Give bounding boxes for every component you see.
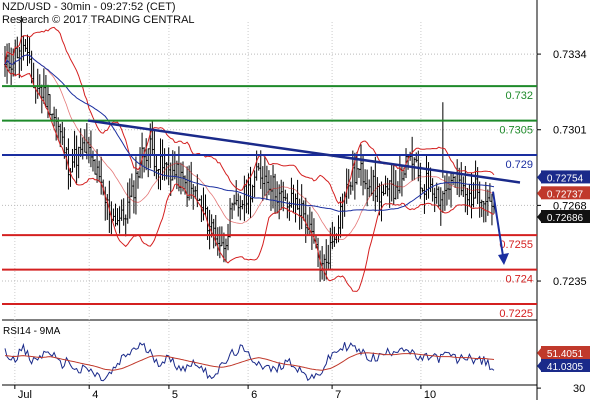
forecast-arrow-head	[498, 252, 509, 265]
level-label: 0.7305	[499, 125, 533, 137]
x-tick-label: 7	[335, 389, 341, 400]
moving-average-20	[4, 54, 495, 241]
x-tick-label: 4	[92, 389, 98, 400]
rsi-title: RSI14 - 9MA	[3, 326, 61, 337]
price-tag-pointer	[537, 171, 542, 184]
level-label: 0.732	[505, 90, 533, 102]
price-tag-label: 0.72686	[547, 213, 584, 224]
price-tag-label: 0.72754	[547, 173, 584, 184]
price-tag-label: 0.72737	[547, 189, 584, 200]
bollinger-upper	[4, 26, 495, 205]
rsi-value-tag-box	[541, 359, 590, 372]
x-tick-label: Jul	[18, 389, 32, 400]
level-label: 0.724	[505, 274, 533, 286]
y-tick-label: 0.7235	[553, 276, 587, 288]
y-tick-label: 0.7334	[553, 49, 587, 61]
forecast-arrow-line	[492, 191, 504, 257]
level-label: 0.729	[505, 159, 533, 171]
chart-title: NZD/USD - 30min - 09:27:52 (CET)	[2, 1, 176, 13]
level-label: 0.7255	[499, 239, 533, 251]
y-tick-label: 0.7301	[553, 125, 587, 137]
bollinger-lower	[4, 64, 495, 292]
rsi-value-tag-pointer	[537, 347, 542, 359]
chart-subtitle: Research © 2017 TRADING CENTRAL	[2, 14, 195, 26]
moving-average-50	[4, 54, 495, 212]
x-tick-label: 6	[251, 389, 257, 400]
price-tag-box	[541, 186, 590, 200]
rsi-9ma-line	[4, 352, 495, 371]
rsi-value-tag-label: 41.0305	[547, 362, 584, 373]
rsi14-line	[4, 341, 495, 382]
price-tag-pointer	[537, 187, 542, 200]
price-tag-box	[541, 210, 590, 224]
trendline	[87, 119, 521, 184]
rsi-y-tick-label: 30	[573, 383, 585, 395]
y-tick-label: 0.7268	[553, 200, 587, 212]
rsi-value-tag-pointer	[537, 360, 542, 372]
candles	[4, 15, 495, 282]
x-tick-label: 5	[172, 389, 178, 400]
x-tick-label: 10	[424, 389, 436, 400]
price-tag-pointer	[537, 211, 542, 224]
rsi-value-tag-box	[541, 346, 590, 359]
price-tag-box	[541, 170, 590, 184]
level-label: 0.7225	[499, 308, 533, 320]
rsi-value-tag-label: 51.4051	[547, 349, 584, 360]
